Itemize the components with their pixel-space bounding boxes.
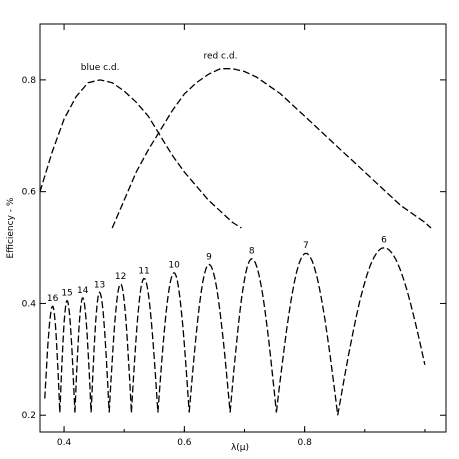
order-label: 11 bbox=[138, 266, 149, 276]
y-tick-label: 0.6 bbox=[22, 188, 37, 198]
series-layer: blue c.d. red c.d. bbox=[39, 52, 432, 229]
order-curve bbox=[130, 277, 159, 413]
order-label: 12 bbox=[115, 272, 126, 282]
order-curve bbox=[44, 305, 61, 413]
x-tick-label: 0.4 bbox=[57, 438, 72, 448]
plot-frame bbox=[39, 23, 447, 433]
order-label: 7 bbox=[303, 241, 309, 251]
order-curve bbox=[157, 272, 190, 413]
x-tick-label: 0.8 bbox=[297, 438, 312, 448]
order-curve bbox=[188, 263, 231, 413]
series-line bbox=[111, 68, 432, 229]
y-tick-label: 0.8 bbox=[22, 76, 37, 86]
tick-marks: 0.4 0.6 0.8 0.2 0.4 0.6 0.8 bbox=[22, 24, 446, 448]
order-curve bbox=[59, 300, 76, 413]
series-line bbox=[39, 79, 242, 229]
series-label: red c.d. bbox=[203, 52, 237, 62]
order-curve bbox=[90, 291, 110, 413]
series-label: blue c.d. bbox=[81, 63, 120, 73]
order-label: 8 bbox=[249, 247, 255, 257]
x-tick-label: 0.6 bbox=[177, 438, 192, 448]
order-label: 6 bbox=[381, 236, 387, 246]
order-label: 10 bbox=[168, 261, 180, 271]
order-label: 9 bbox=[206, 252, 212, 262]
order-label: 13 bbox=[94, 280, 105, 290]
order-curve bbox=[337, 246, 426, 416]
y-tick-label: 0.2 bbox=[22, 411, 36, 421]
axes-frame bbox=[39, 23, 447, 433]
order-curve bbox=[229, 258, 278, 413]
order-curve bbox=[74, 297, 92, 413]
order-curve bbox=[108, 283, 133, 413]
y-tick-label: 0.4 bbox=[22, 299, 37, 309]
order-label: 14 bbox=[77, 286, 89, 296]
order-label: 16 bbox=[47, 294, 59, 304]
y-axis-label: Efficiency - % bbox=[6, 197, 16, 258]
x-axis-label: λ(μ) bbox=[231, 443, 249, 453]
order-label: 15 bbox=[61, 289, 72, 299]
order-curve bbox=[275, 252, 339, 416]
